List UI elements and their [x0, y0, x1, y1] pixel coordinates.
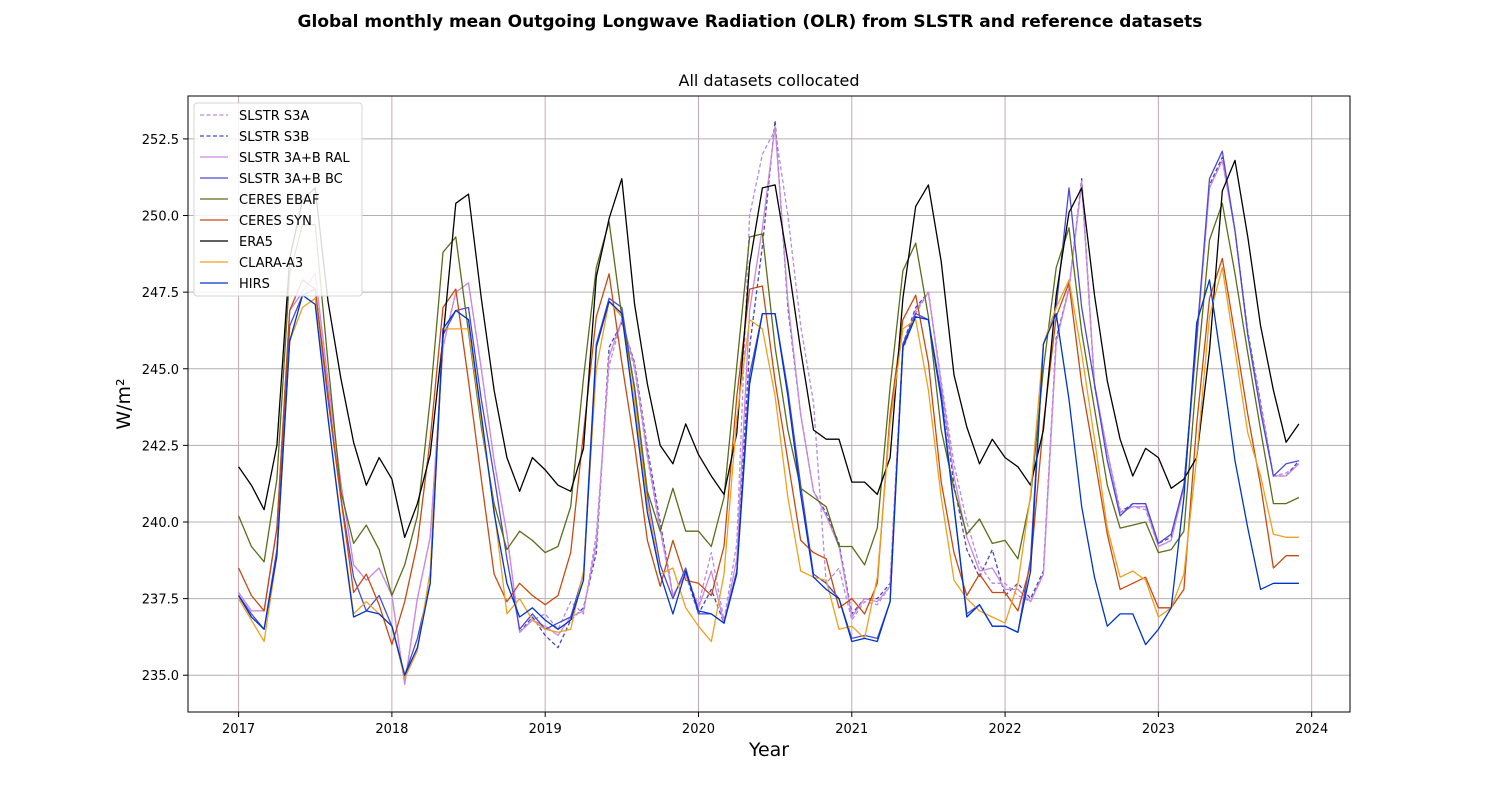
y-tick-label: 242.5	[142, 439, 179, 454]
legend: SLSTR S3A SLSTR S3B SLSTR 3A+B RAL SLSTR 3A…	[193, 102, 363, 297]
tick-layer: 2017 2018 2019 2020 2021 2022 2023 2024 235.0 237…	[142, 133, 1328, 737]
chart-title: Global monthly mean Outgoing Longwave Ra…	[297, 12, 1203, 32]
y-tick-label: 237.5	[142, 593, 179, 608]
x-tick-label: 2023	[1142, 722, 1175, 737]
series-line-ceres-syn	[238, 257, 1299, 646]
y-tick-label: 247.5	[142, 286, 179, 301]
chart-subtitle: All datasets collocated	[678, 71, 860, 90]
y-tick-label: 252.5	[142, 133, 179, 148]
series-line-slstr-s3a	[238, 129, 1300, 686]
x-tick-label: 2017	[222, 722, 255, 737]
x-tick-label: 2018	[375, 722, 408, 737]
series-line-ceres-ebaf	[238, 202, 1300, 597]
series-layer	[238, 119, 1300, 686]
series-line-slstr-3a-b-bc	[238, 150, 1300, 676]
x-axis-label: Year	[748, 739, 789, 761]
legend-label-slstr-3a-b-ral: SLSTR 3A+B RAL	[239, 151, 350, 166]
series-line-hirs	[238, 279, 1299, 676]
x-tick-label: 2021	[835, 722, 868, 737]
x-tick-label: 2024	[1295, 722, 1328, 737]
y-tick-label: 235.0	[142, 669, 179, 684]
legend-label-slstr-s3a: SLSTR S3A	[239, 109, 309, 124]
series-line-era5	[238, 159, 1300, 538]
legend-label-ceres-ebaf: CERES EBAF	[239, 193, 319, 208]
y-axis-label: W/m²	[113, 378, 135, 429]
legend-label-era5: ERA5	[239, 235, 273, 250]
y-tick-label: 250.0	[142, 210, 179, 225]
legend-label-ceres-syn: CERES SYN	[239, 214, 312, 229]
series-line-slstr-3a-b-ral	[238, 125, 1300, 686]
y-tick-label: 240.0	[142, 516, 179, 531]
legend-label-hirs: HIRS	[239, 277, 270, 292]
grid-layer	[188, 96, 1350, 712]
legend-label-slstr-s3b: SLSTR S3B	[239, 130, 309, 145]
legend-label-clara-a3: CLARA-A3	[239, 256, 303, 271]
x-tick-label: 2019	[529, 722, 562, 737]
legend-box	[193, 102, 363, 297]
series-line-slstr-s3b	[519, 119, 1300, 649]
x-tick-label: 2020	[682, 722, 715, 737]
series-line-clara-a3	[238, 266, 1299, 679]
legend-label-slstr-3a-b-bc: SLSTR 3A+B BC	[239, 172, 343, 187]
x-tick-label: 2022	[989, 722, 1022, 737]
plot-frame	[187, 95, 1351, 713]
y-tick-label: 245.0	[142, 363, 179, 378]
